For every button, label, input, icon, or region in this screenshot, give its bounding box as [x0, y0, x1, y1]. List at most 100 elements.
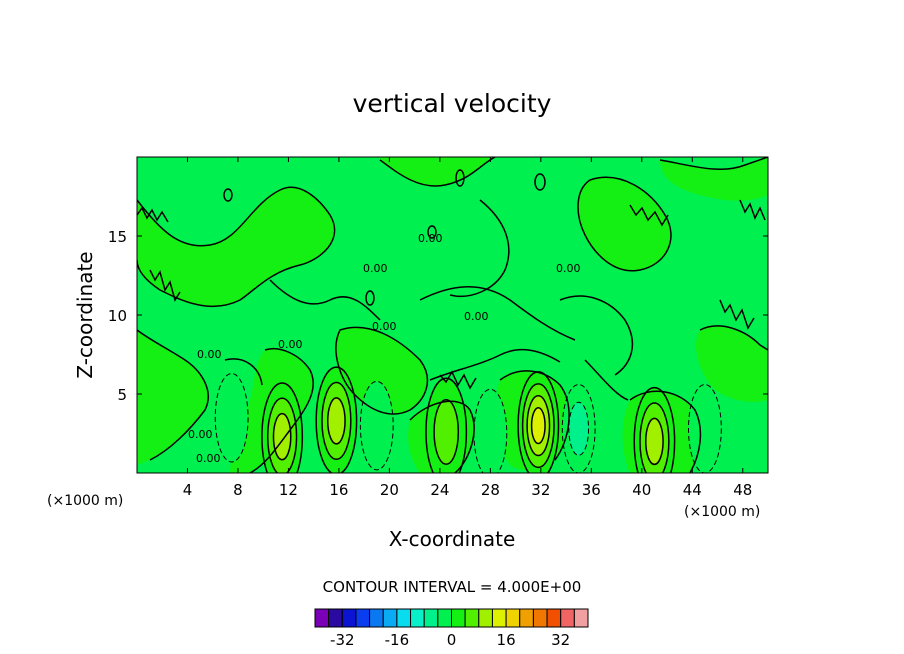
colorbar-swatch: [382, 608, 398, 628]
updraft-contour: [530, 406, 546, 445]
contour-label: 0.00: [197, 348, 222, 361]
colorbar-tick-label: -32: [330, 631, 355, 649]
x-tick-label: 32: [531, 481, 550, 499]
contour-line: [223, 188, 233, 202]
downdraft-contour: [568, 401, 590, 456]
y-tick-label: 10: [108, 307, 127, 325]
contour-label: 0.00: [418, 232, 443, 245]
updraft-cell: [645, 418, 664, 465]
region-shape: [137, 187, 335, 307]
colorbar-swatch: [328, 608, 343, 628]
contour-line: [455, 169, 465, 187]
contour-line: [629, 204, 669, 227]
contour-line: [137, 206, 169, 223]
updraft-cell: [531, 407, 546, 444]
updraft-contour: [433, 398, 460, 465]
updraft-contour: [261, 382, 304, 473]
region-shape: [660, 157, 768, 201]
colorbar-swatch: [355, 608, 371, 628]
contour-line: [149, 269, 181, 302]
contour-label: 0.00: [363, 262, 388, 275]
updraft-contour: [425, 377, 468, 473]
region-shape: [695, 325, 768, 402]
updraft-contour: [266, 397, 298, 473]
downdraft-contour: [473, 388, 508, 473]
y-axis-label: Z-coordinate: [73, 251, 97, 378]
y-axis: 5 10 15: [108, 228, 768, 404]
plot-area: 0.00 0.00 0.00 0.00 0.00 0.00 0.00 0.00 …: [136, 156, 769, 474]
colorbar-swatch: [437, 608, 453, 628]
colorbar-tick-label: 0: [447, 631, 457, 649]
updraft-contour: [517, 371, 560, 473]
x-tick-label: 4: [183, 481, 193, 499]
downdraft-contour: [359, 380, 394, 471]
colorbar-swatch: [478, 608, 493, 628]
contour-line: [577, 176, 672, 272]
contour-label: 0.00: [278, 338, 303, 351]
contour-label: 0.00: [556, 262, 581, 275]
y-tick-label: 5: [117, 386, 127, 404]
contour-line: [365, 290, 375, 306]
x-tick-label: 36: [582, 481, 601, 499]
x-unit-label-right: (×1000 m): [684, 504, 760, 520]
contour-line: [739, 199, 766, 221]
y-tick-label: 15: [108, 228, 127, 246]
x-tick-label: 48: [733, 481, 752, 499]
downdraft-cell: [215, 373, 249, 462]
colorbar-swatch: [410, 608, 425, 628]
contour-line: [629, 390, 702, 473]
x-axis-label: X-coordinate: [389, 527, 516, 551]
contour-label: 0.00: [196, 452, 221, 465]
updraft-contour: [272, 412, 292, 461]
colorbar-swatch: [369, 608, 384, 628]
downdraft-cell: [568, 402, 589, 456]
updraft-contour: [639, 402, 670, 473]
contour-line: [427, 225, 437, 239]
colorbar-swatch: [464, 608, 480, 628]
chart-title: vertical velocity: [353, 89, 552, 118]
updraft-contour: [321, 381, 352, 460]
downdraft-contour: [687, 384, 722, 473]
contour-line: [409, 400, 475, 473]
colorbar-swatch: [314, 608, 330, 628]
colorbar-swatch: [396, 608, 412, 628]
downdraft-cell: [473, 389, 507, 473]
x-tick-label: 8: [233, 481, 243, 499]
contour-line: [449, 199, 510, 297]
x-unit-label-left: (×1000 m): [47, 493, 123, 509]
downdraft-contour: [214, 372, 249, 463]
colorbar-swatch: [560, 608, 575, 628]
colorbar-swatch: [451, 608, 466, 628]
colorbar-swatch: [491, 608, 507, 628]
x-axis: 4 8 12 16 20 24 28 32 36 40 44 48: [183, 157, 752, 499]
colorbar-swatch: [505, 608, 521, 628]
contour-line: [659, 157, 768, 171]
downdraft-contour: [561, 384, 596, 473]
x-tick-label: 44: [683, 481, 702, 499]
updraft-cell: [273, 413, 291, 460]
updraft-cell: [434, 399, 459, 465]
contour-line: [699, 325, 768, 351]
contour-line: [335, 326, 429, 415]
colorbar-swatch: [341, 608, 357, 628]
contour-line: [439, 370, 477, 390]
contour-line: [499, 370, 570, 461]
colorbar-swatch: [423, 608, 439, 628]
colorbar-swatch: [573, 608, 589, 628]
colorbar-swatch: [546, 608, 562, 628]
colorbar: -32 -16 0 16 32: [314, 608, 589, 649]
x-tick-label: 40: [632, 481, 651, 499]
updraft-contour: [633, 386, 676, 473]
x-tick-label: 16: [329, 481, 348, 499]
contour-line: [419, 286, 576, 341]
x-tick-label: 20: [380, 481, 399, 499]
contour-line: [224, 358, 263, 386]
colorbar-tick-label: 32: [551, 631, 570, 649]
colorbar-swatch: [519, 608, 534, 628]
contour-label: 0.00: [464, 310, 489, 323]
x-tick-label: 24: [430, 481, 449, 499]
downdraft-cell: [688, 384, 722, 473]
contour-line: [137, 329, 209, 461]
updraft-contour: [526, 395, 551, 457]
contour-line: [379, 157, 496, 187]
